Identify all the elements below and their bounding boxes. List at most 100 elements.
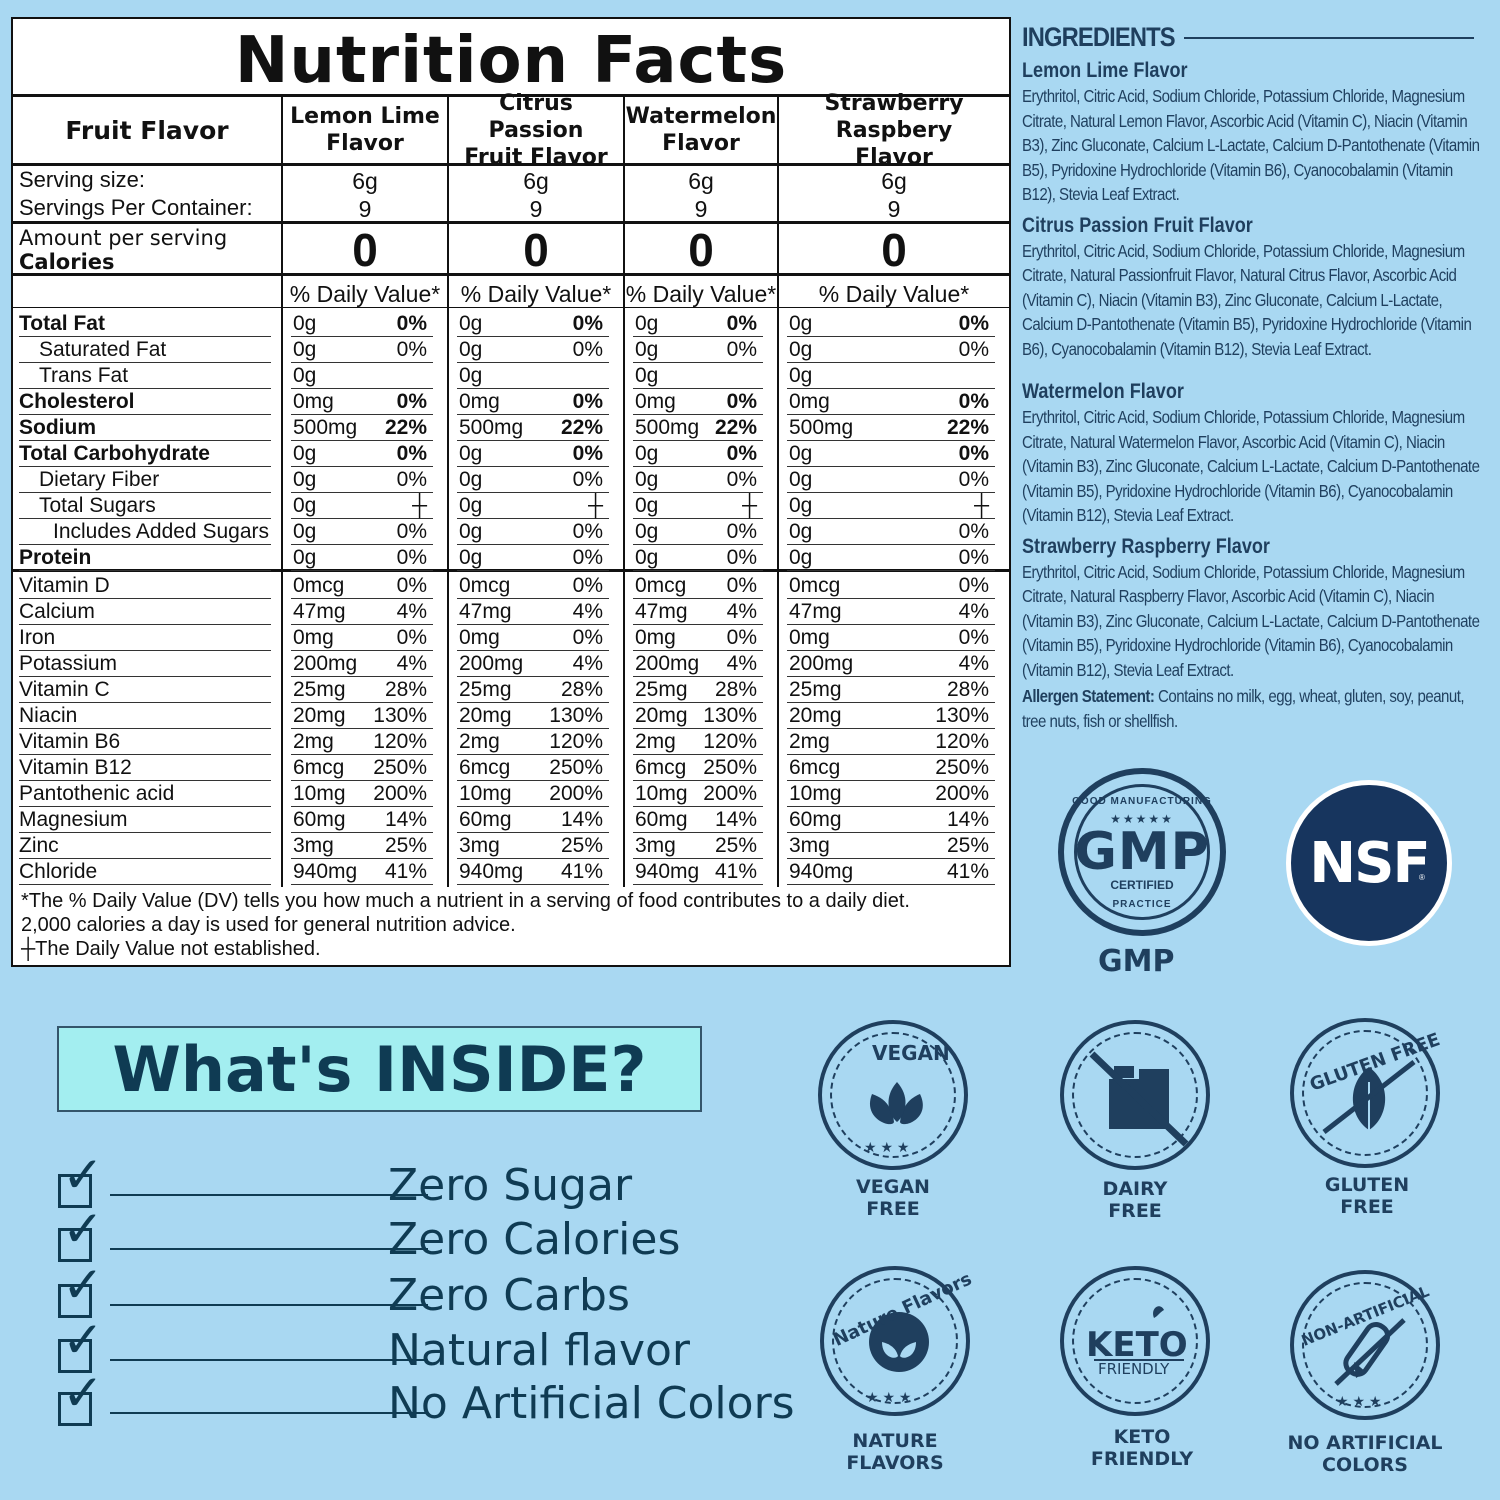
vitamin-name: Potassium: [19, 651, 271, 677]
nutrient-daily-value: 0%: [958, 468, 989, 491]
feature-label-line1: KETO: [1113, 1426, 1171, 1448]
vitamin-cell: 47mg 4%: [457, 599, 609, 625]
flavor-name-line2: Flavor: [662, 131, 740, 156]
no-artificial-colors-badge: NON-ARTIFICIAL ★ ★ ★: [1290, 1270, 1440, 1420]
vitamin-amount: 0mg: [635, 626, 676, 649]
nutrient-cell: 0g 0%: [787, 467, 995, 493]
ingredients-title-rule: [1184, 37, 1474, 39]
vitamin-amount: 3mg: [635, 834, 676, 857]
vitamin-name: Pantothenic acid: [19, 781, 271, 807]
nutrient-cell: 0g 0%: [633, 311, 763, 337]
serving-size-value: 6g: [352, 168, 378, 194]
vitamin-amount: 3mg: [293, 834, 334, 857]
servings-per-container-value: 9: [694, 196, 708, 222]
vitamin-daily-value: 4%: [396, 652, 427, 675]
gmp-stars-icon: ★★★★★: [1110, 812, 1174, 826]
nutrient-name: Dietary Fiber: [19, 467, 271, 493]
vitamin-daily-value: 200%: [935, 782, 989, 805]
vitamin-daily-value: 41%: [946, 860, 989, 883]
nutrient-amount: 0mg: [789, 390, 830, 413]
leader-line: [110, 1304, 428, 1306]
nutrient-cell: 0g 0%: [457, 519, 609, 545]
vitamin-daily-value: 130%: [703, 704, 757, 727]
serving-size-value: 6g: [523, 168, 549, 194]
feature-label: KETO FRIENDLY: [1052, 1426, 1232, 1470]
vitamin-cell: 6mcg 250%: [457, 755, 609, 781]
ingredient-block: Lemon Lime Flavor Erythritol, Citric Acid…: [1022, 58, 1492, 207]
whats-inside-banner: What's INSIDE?: [57, 1026, 702, 1112]
nutrient-amount: 0g: [789, 520, 813, 543]
vitamin-daily-value: 14%: [714, 808, 757, 831]
nutrient-cell: 0g: [291, 363, 433, 389]
footnote-line-3: ┼The Daily Value not established.: [21, 938, 321, 960]
nutrient-daily-value: 0%: [726, 546, 757, 569]
nutrient-daily-value: 0%: [726, 390, 757, 413]
vitamin-amount: 200mg: [635, 652, 700, 675]
vitamin-cell: 3mg 25%: [633, 833, 763, 859]
nutrient-daily-value: 0%: [572, 520, 603, 543]
nutrient-cell: 500mg 22%: [787, 415, 995, 441]
nutrient-cell: 0g ┼: [457, 493, 609, 519]
nutrient-daily-value: 22%: [714, 416, 757, 439]
vitamin-cell: 20mg 130%: [291, 703, 433, 729]
nutrient-amount: 0g: [789, 364, 813, 387]
checkbox-icon: [58, 1228, 92, 1262]
nutrient-daily-value: ┼: [742, 494, 757, 517]
gluten-free-badge: GLUTEN FREE: [1290, 1018, 1443, 1168]
nutrient-amount: 0g: [293, 364, 317, 387]
servings-per-container-value: 9: [358, 196, 372, 222]
nsf-logo-text: NSF: [1309, 830, 1430, 896]
feature-label: VEGAN FREE: [803, 1176, 983, 1220]
leader-line: [110, 1412, 428, 1414]
vitamin-daily-value: 4%: [396, 600, 427, 623]
vitamin-daily-value: 25%: [384, 834, 427, 857]
vitamin-daily-value: 28%: [714, 678, 757, 701]
ingredients-list: Lemon Lime Flavor Erythritol, Citric Acid…: [1022, 58, 1492, 682]
nutrient-cell: 0g 0%: [787, 311, 995, 337]
vitamin-cell: 0mg 0%: [291, 625, 433, 651]
calories-value: 0: [881, 224, 907, 276]
nutrient-cell: 0g 0%: [457, 337, 609, 363]
vitamin-cell: 2mg 120%: [457, 729, 609, 755]
whats-inside-item: ✓ No Artificial Colors: [58, 1368, 798, 1430]
vitamin-amount: 0mcg: [789, 574, 841, 597]
allergen-label: Allergen Statement:: [1022, 686, 1155, 706]
feature-label-line2: FREE: [1340, 1196, 1394, 1218]
vitamin-cell: 10mg 200%: [457, 781, 609, 807]
vitamin-daily-value: 28%: [946, 678, 989, 701]
flavor-name-line1: Lemon Lime: [290, 104, 440, 129]
nutrient-daily-value: 0%: [396, 390, 427, 413]
nutrient-cell: 0g 0%: [457, 441, 609, 467]
nutrient-daily-value: ┼: [974, 494, 989, 517]
nutrient-cell: 0g 0%: [291, 467, 433, 493]
nutrient-daily-value: 0%: [726, 338, 757, 361]
nutrient-name: Total Carbohydrate: [19, 441, 271, 467]
nutrient-cell: 0g 0%: [291, 441, 433, 467]
nutrient-amount: 500mg: [789, 416, 854, 439]
feature-label: NO ARTIFICIAL COLORS: [1275, 1432, 1455, 1476]
vitamin-amount: 2mg: [635, 730, 676, 753]
gmp-label: GMP: [1098, 944, 1175, 979]
vitamin-daily-value: 0%: [726, 574, 757, 597]
vitamin-daily-value: 14%: [560, 808, 603, 831]
vitamin-amount: 60mg: [459, 808, 512, 831]
nutrient-cell: 0g 0%: [457, 311, 609, 337]
nutrient-daily-value: 0%: [572, 312, 603, 335]
vitamin-cell: 6mcg 250%: [787, 755, 995, 781]
serving-size-value: 6g: [881, 168, 907, 194]
daily-value-header: % Daily Value*: [625, 281, 777, 307]
vitamin-amount: 10mg: [459, 782, 512, 805]
footnote-line-2: 2,000 calories a day is used for general…: [21, 914, 516, 936]
vitamin-cell: 0mg 0%: [457, 625, 609, 651]
servings-per-container-label: Servings Per Container:: [19, 195, 253, 220]
nutrient-amount: 0g: [293, 442, 317, 465]
dairy-free-badge: [1060, 1020, 1210, 1170]
vitamin-daily-value: 41%: [560, 860, 603, 883]
flavor-header: Citrus Passion Fruit Flavor: [449, 91, 623, 170]
nutrient-amount: 0g: [789, 338, 813, 361]
vitamin-name: Chloride: [19, 859, 271, 885]
vitamin-name: Vitamin B6: [19, 729, 271, 755]
vitamin-daily-value: 0%: [958, 574, 989, 597]
svg-text:★ ★ ★: ★ ★ ★: [1336, 1393, 1381, 1409]
vitamin-amount: 10mg: [293, 782, 346, 805]
